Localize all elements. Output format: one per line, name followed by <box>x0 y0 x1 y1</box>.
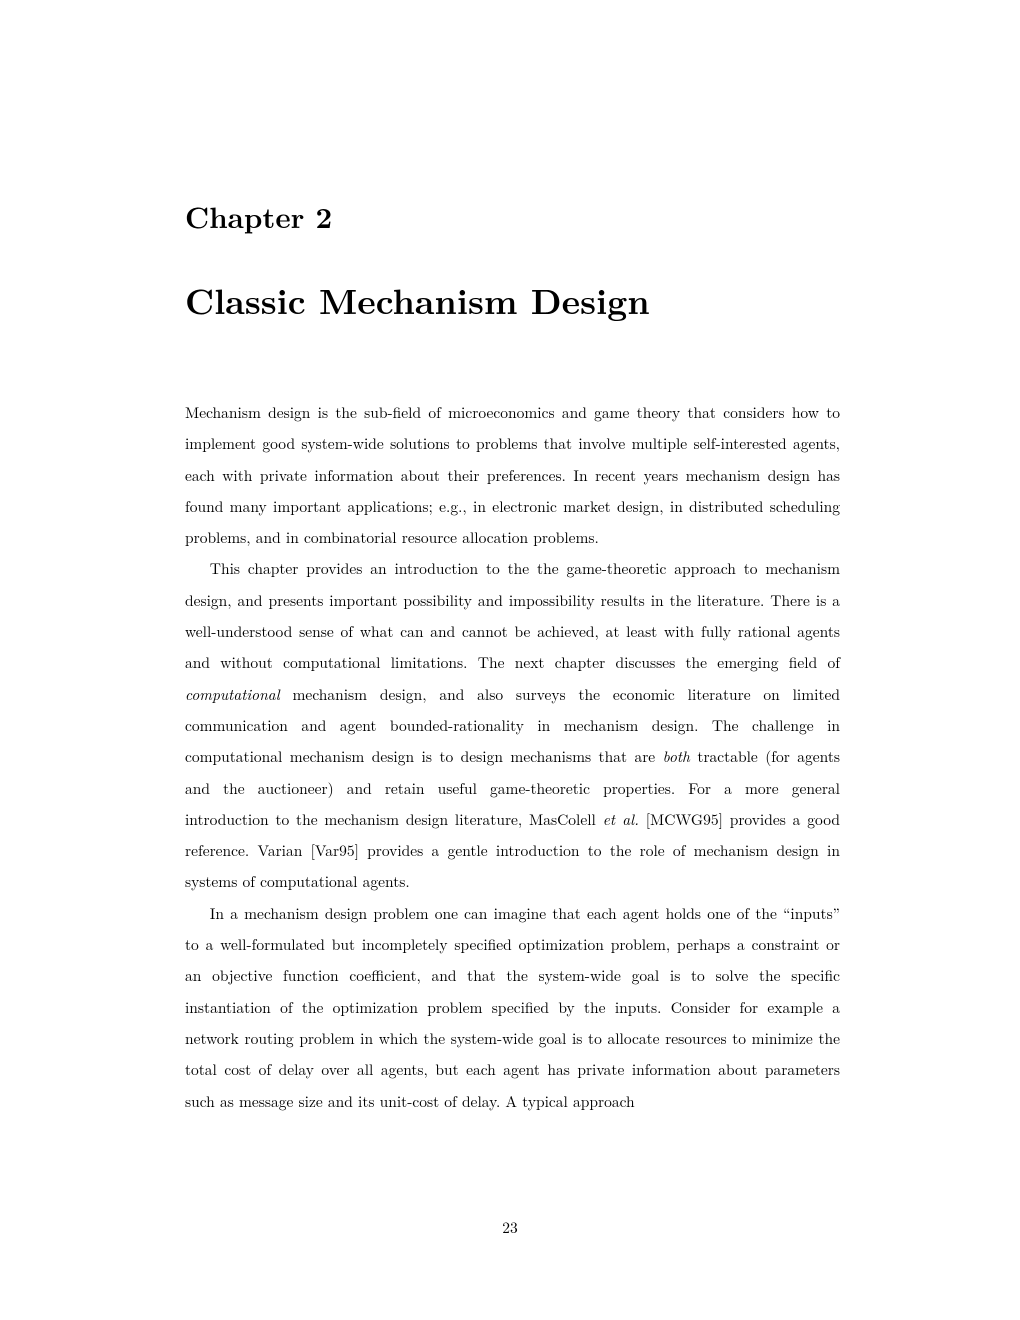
chapter-number: Chapter 2 <box>185 195 840 237</box>
p2-text-1: This chapter provides an introduction to… <box>185 558 840 673</box>
paragraph-3: In a mechanism design problem one can im… <box>185 898 840 1117</box>
page-number: 23 <box>0 1217 1020 1238</box>
paragraph-2: This chapter provides an introduction to… <box>185 553 840 897</box>
p2-emph-1: computational <box>185 684 280 705</box>
page-container: Chapter 2 Classic Mechanism Design Mecha… <box>0 0 1020 1320</box>
body-text: Mechanism design is the sub-field of mic… <box>185 397 840 1117</box>
p2-emph-3: et al. <box>603 809 639 830</box>
p2-emph-2: both <box>663 746 690 767</box>
chapter-title: Classic Mechanism Design <box>185 275 840 325</box>
paragraph-1: Mechanism design is the sub-field of mic… <box>185 397 840 553</box>
